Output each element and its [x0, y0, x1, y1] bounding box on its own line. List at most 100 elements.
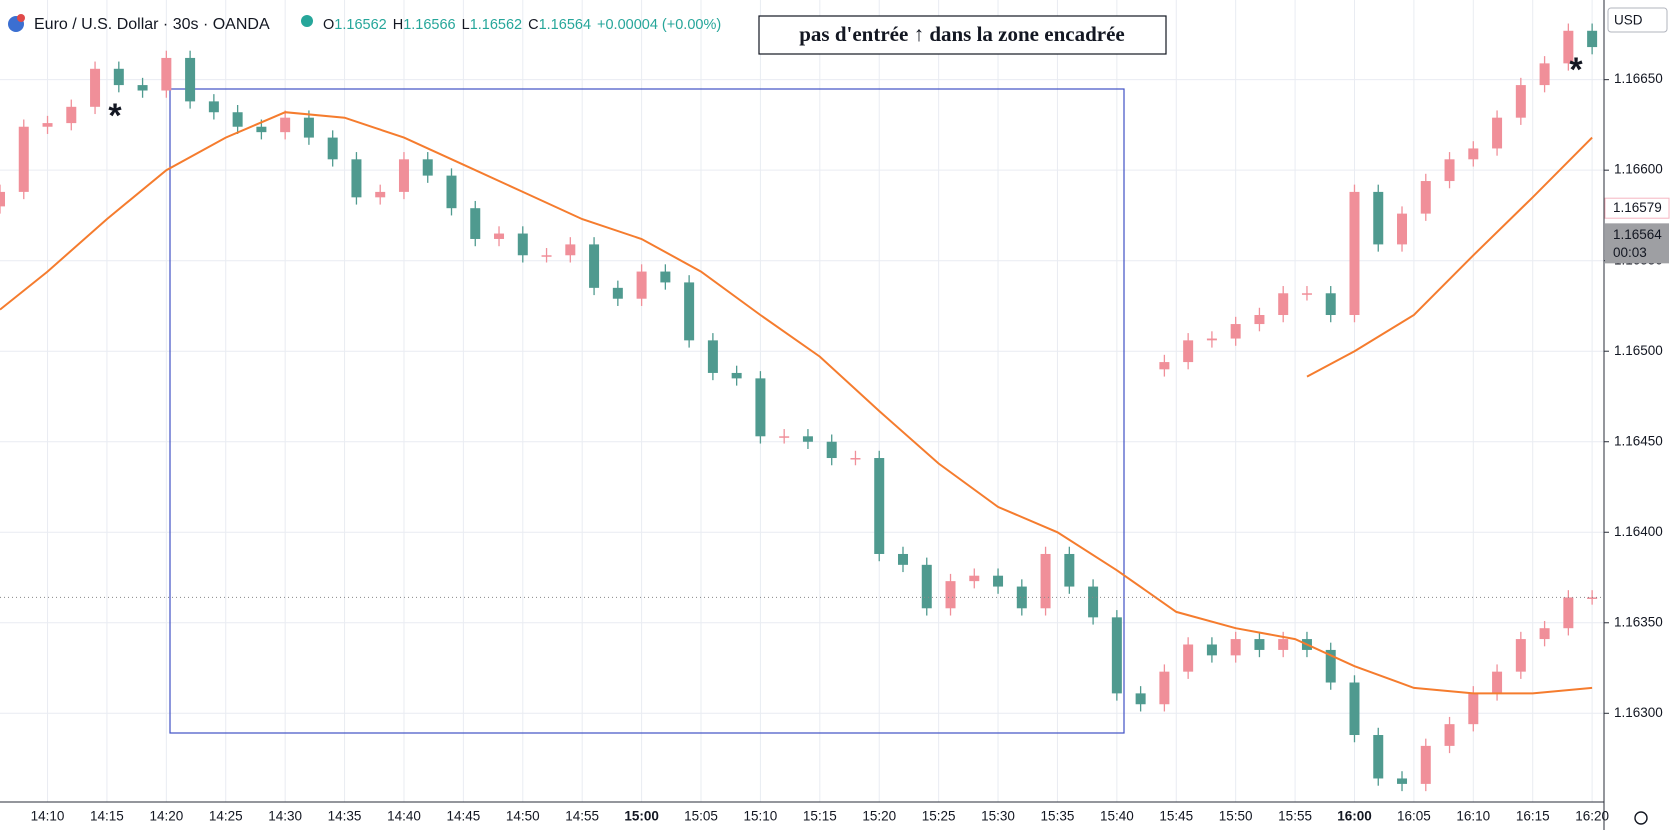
- candle-body: [42, 123, 53, 127]
- y-tick-label: 1.16350: [1614, 614, 1663, 629]
- candle-body: [636, 271, 647, 299]
- candle-body: [1373, 191, 1384, 245]
- currency-button[interactable]: [1607, 7, 1668, 33]
- ohlc-value: 1.16562: [470, 17, 522, 33]
- candle-body: [1587, 597, 1598, 599]
- ohlc-value: 1.16562: [334, 17, 386, 33]
- candle-body: [256, 126, 267, 133]
- settings-icon[interactable]: [1634, 811, 1648, 825]
- x-tick-label: 16:00: [1337, 809, 1372, 824]
- candle-body: [1230, 324, 1241, 339]
- x-tick-label: 14:25: [209, 809, 243, 824]
- marker: *: [1569, 51, 1583, 89]
- x-tick-label: 14:50: [506, 809, 540, 824]
- candle-body: [1254, 315, 1265, 325]
- candle-body: [1278, 639, 1289, 650]
- candle-body: [565, 244, 576, 256]
- candle-body: [1111, 617, 1122, 694]
- candle-body: [731, 372, 742, 379]
- candle-body: [1468, 148, 1479, 160]
- candle-body: [1349, 191, 1360, 316]
- candle-body: [1397, 213, 1408, 245]
- candle-body: [850, 458, 861, 460]
- marker: *: [108, 97, 122, 135]
- x-tick-label: 14:30: [268, 809, 302, 824]
- candle-body: [494, 233, 505, 239]
- last-price-tag: [1605, 223, 1669, 264]
- candle-body: [0, 191, 5, 207]
- candle-body: [1539, 63, 1550, 86]
- x-tick-label: 14:35: [328, 809, 362, 824]
- candle-body: [660, 271, 671, 283]
- candle-body: [1040, 553, 1051, 609]
- candle-body: [303, 117, 314, 138]
- x-tick-label: 15:05: [684, 809, 718, 824]
- ohlc-key: C: [528, 17, 538, 33]
- x-tick-label: 16:15: [1516, 809, 1550, 824]
- ma-price-label: 1.16579: [1613, 200, 1662, 215]
- candle-body: [398, 159, 409, 192]
- candle-body: [1301, 293, 1312, 295]
- symbol: Euro / U.S. Dollar · 30s · OANDA: [34, 16, 270, 33]
- candle-body: [18, 126, 29, 192]
- candle-body: [1016, 586, 1027, 609]
- candle-body: [446, 175, 457, 209]
- ohlc-change: +0.00004 (+0.00%): [597, 17, 721, 33]
- candle-body: [66, 106, 77, 124]
- candle-body: [375, 191, 386, 198]
- x-tick-label: 15:40: [1100, 809, 1134, 824]
- annotation-box: [758, 15, 1167, 55]
- x-tick-label: 14:45: [446, 809, 480, 824]
- candle-body: [232, 112, 243, 127]
- candle-body: [945, 581, 956, 609]
- candle-body: [802, 436, 813, 442]
- candle-body: [351, 159, 362, 198]
- x-tick-label: 14:15: [90, 809, 124, 824]
- candle-body: [185, 57, 196, 102]
- candle-body: [1206, 338, 1217, 341]
- y-tick-label: 1.16650: [1614, 71, 1663, 86]
- x-tick-label: 15:00: [624, 809, 659, 824]
- ohlc-key: H: [393, 17, 403, 33]
- candle-body: [1064, 553, 1075, 587]
- x-tick-label: 14:40: [387, 809, 421, 824]
- y-tick-label: 1.16500: [1614, 343, 1663, 358]
- symbol-icon: [17, 14, 25, 22]
- candle-body: [921, 564, 932, 609]
- ma-price-tag: [1604, 197, 1670, 219]
- candle-body: [1088, 586, 1099, 618]
- header: Euro / U.S. Dollar · 30s · OANDA O1.1656…: [8, 14, 721, 33]
- candle-body: [1183, 644, 1194, 672]
- candle-body: [1492, 117, 1503, 149]
- candle-body: [1278, 293, 1289, 316]
- candle-body: [137, 85, 148, 91]
- annotation: pas d'entrée ↑ dans la zone encadrée: [799, 22, 1124, 46]
- candle-body: [1587, 30, 1598, 48]
- candle-body: [1420, 745, 1431, 784]
- candle-body: [470, 208, 481, 239]
- candle-body: [779, 436, 790, 438]
- candle-body: [1444, 159, 1455, 182]
- currency[interactable]: USD: [1614, 13, 1643, 28]
- ohlc-legend: O1.16562 H1.16566 L1.16562 C1.16564 +0.00004…: [323, 17, 721, 33]
- ohlc-value: 1.16564: [539, 17, 591, 33]
- candle-body: [1325, 293, 1336, 316]
- candle-body: [1373, 735, 1384, 779]
- candle-body: [969, 575, 980, 582]
- candle-body: [826, 441, 837, 459]
- ohlc-key: L: [462, 17, 470, 33]
- candle-body: [1349, 682, 1360, 736]
- x-tick-label: 15:50: [1219, 809, 1253, 824]
- x-tick-label: 15:20: [862, 809, 896, 824]
- candle-body: [1492, 671, 1503, 694]
- y-tick-label: 1.16300: [1614, 705, 1663, 720]
- candle-body: [1397, 778, 1408, 784]
- y-tick-label: 1.16600: [1614, 162, 1663, 177]
- candle-body: [612, 287, 623, 299]
- x-tick-label: 15:25: [922, 809, 956, 824]
- market-status: [301, 15, 313, 27]
- candle-body: [541, 255, 552, 257]
- candle-body: [1159, 671, 1170, 705]
